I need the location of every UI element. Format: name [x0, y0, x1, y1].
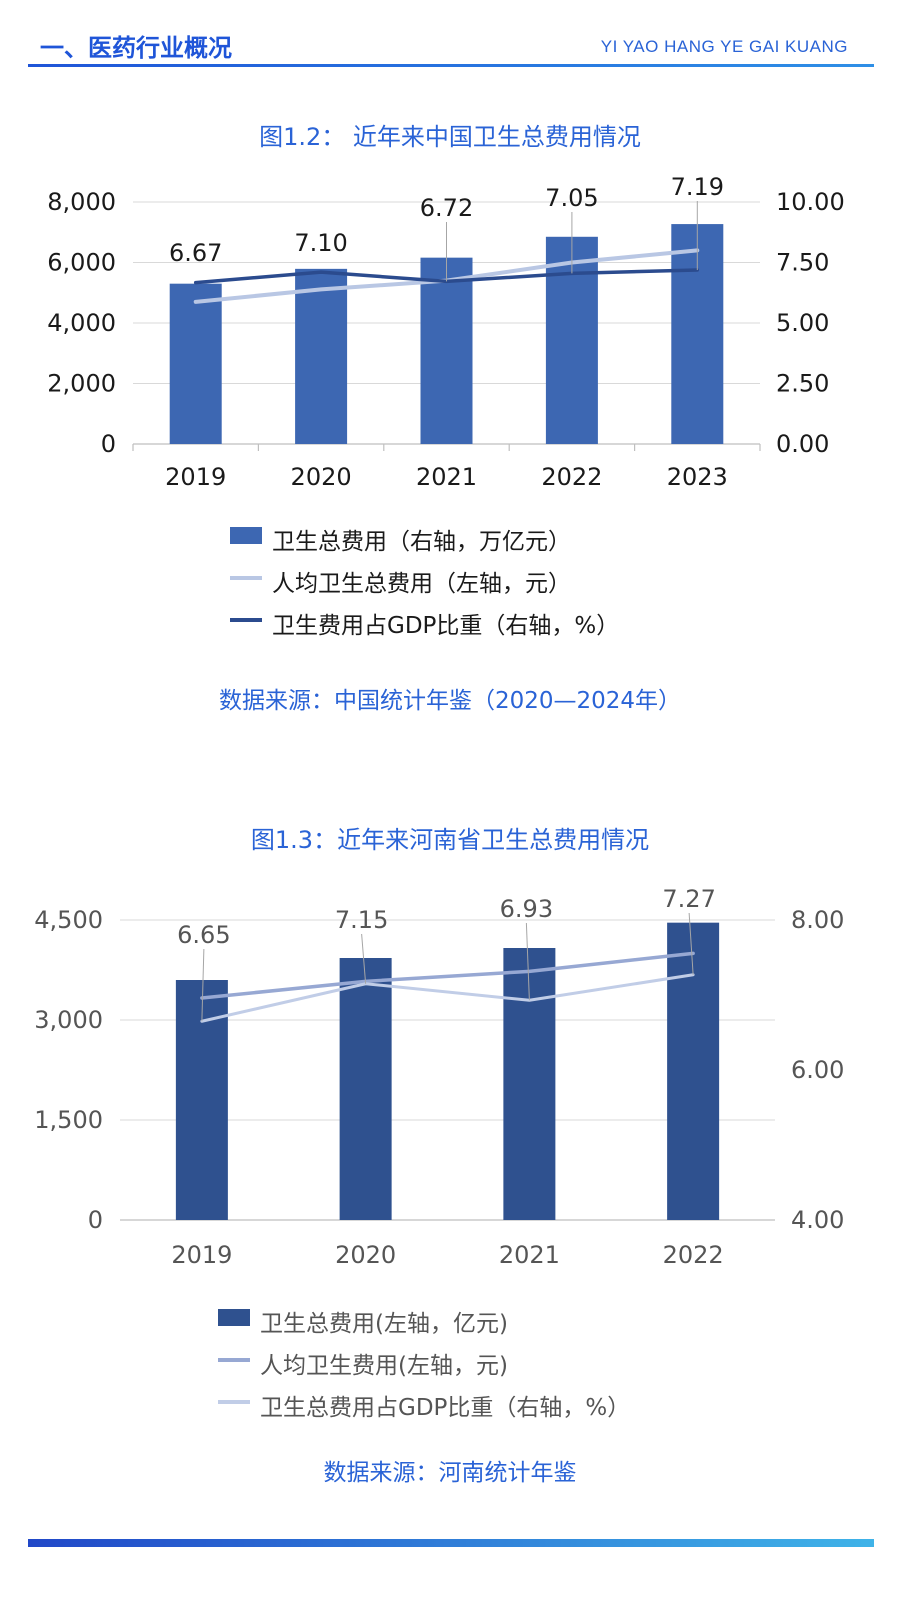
- legend-swatch: [218, 1400, 250, 1404]
- legend-swatch: [218, 1309, 250, 1326]
- data-label: 6.67: [169, 239, 222, 267]
- right-axis-tick-label: 7.50: [776, 249, 829, 277]
- left-axis-tick-label: 0: [101, 430, 116, 458]
- right-axis-tick-label: 2.50: [776, 370, 829, 398]
- line-series-gdp-share: [200, 973, 695, 1023]
- left-axis-tick-label: 8,000: [47, 188, 116, 216]
- x-axis-category-label: 2022: [541, 463, 602, 491]
- data-label: 7.27: [662, 885, 715, 913]
- figure-1-3-title: 图1.3：近年来河南省卫生总费用情况: [250, 826, 650, 854]
- figure-1-3-source: 数据来源：河南统计年鉴: [323, 1460, 577, 1486]
- x-axis-category-label: 2022: [663, 1241, 724, 1269]
- right-axis-tick-label: 0.00: [776, 430, 829, 458]
- x-axis-category-label: 2021: [416, 463, 477, 491]
- left-axis-tick-label: 6,000: [47, 249, 116, 277]
- legend-label: 人均卫生总费用（左轴，元）: [272, 571, 571, 597]
- left-axis-tick-label: 2,000: [47, 370, 116, 398]
- data-label-leader: [525, 922, 530, 1001]
- data-label-leader: [361, 933, 367, 984]
- page-header: 一、医药行业概况 YI YAO HANG YE GAI KUANG: [0, 0, 900, 70]
- x-axis-category-label: 2019: [165, 463, 226, 491]
- left-axis-tick-label: 1,500: [34, 1106, 103, 1134]
- line-series-per-capita: [200, 951, 695, 1000]
- data-label: 7.05: [545, 184, 598, 212]
- right-axis-tick-label: 8.00: [791, 906, 844, 934]
- figure-1-2-title: 图1.2： 近年来中国卫生总费用情况: [259, 123, 641, 151]
- bar: [339, 958, 392, 1220]
- bar: [169, 283, 222, 444]
- left-axis-tick-label: 4,500: [34, 906, 103, 934]
- x-axis-category-label: 2020: [291, 463, 352, 491]
- x-axis-category-label: 2020: [335, 1241, 396, 1269]
- legend-swatch: [230, 576, 262, 580]
- line-series-gdp-share: [193, 268, 700, 285]
- legend-swatch: [230, 527, 262, 544]
- section-title: 一、医药行业概况: [40, 34, 232, 62]
- legend-label: 人均卫生费用(左轴，元): [260, 1353, 508, 1379]
- left-axis-tick-label: 4,000: [47, 309, 116, 337]
- legend-label: 卫生费用占GDP比重（右轴，%）: [272, 613, 620, 639]
- figure-1-2-source: 数据来源：中国统计年鉴（2020—2024年）: [218, 688, 682, 714]
- right-axis-tick-label: 6.00: [791, 1056, 844, 1084]
- data-label: 6.65: [177, 921, 230, 949]
- data-label: 7.19: [671, 173, 724, 201]
- x-axis-category-label: 2023: [667, 463, 728, 491]
- bar: [420, 257, 473, 444]
- legend-label: 卫生总费用（右轴，万亿元）: [272, 529, 571, 555]
- figure-1-3-chart: 0 1,500 3,000 4,500 4.00 6.00 8.00 6.65 7.15 6.93…: [34, 885, 844, 1269]
- left-axis-tick-label: 3,000: [34, 1006, 103, 1034]
- right-axis-tick-label: 10.00: [776, 188, 845, 216]
- legend-label: 卫生总费用(左轴，亿元): [260, 1311, 508, 1337]
- right-axis-tick-label: 4.00: [791, 1206, 844, 1234]
- right-axis-tick-label: 5.00: [776, 309, 829, 337]
- footer-bar: [28, 1539, 874, 1547]
- data-label-leader: [688, 912, 694, 975]
- data-label-leader: [201, 948, 205, 1022]
- x-axis-category-label: 2019: [171, 1241, 232, 1269]
- x-axis-category-label: 2021: [499, 1241, 560, 1269]
- data-label: 7.10: [294, 229, 347, 257]
- legend-swatch: [230, 618, 262, 622]
- bar: [295, 268, 348, 444]
- left-axis-tick-label: 0: [88, 1206, 103, 1234]
- data-label: 7.15: [335, 906, 388, 934]
- figure-1-2-chart: 0 2,000 4,000 6,000 8,000 0.00 2.50 5.00 7.50 10.…: [47, 173, 845, 491]
- data-label: 6.93: [500, 895, 553, 923]
- header-divider: [28, 64, 874, 67]
- data-label: 6.72: [420, 194, 473, 222]
- legend-label: 卫生总费用占GDP比重（右轴，%）: [260, 1395, 631, 1421]
- section-subtitle: YI YAO HANG YE GAI KUANG: [600, 37, 848, 56]
- legend-swatch: [218, 1358, 250, 1362]
